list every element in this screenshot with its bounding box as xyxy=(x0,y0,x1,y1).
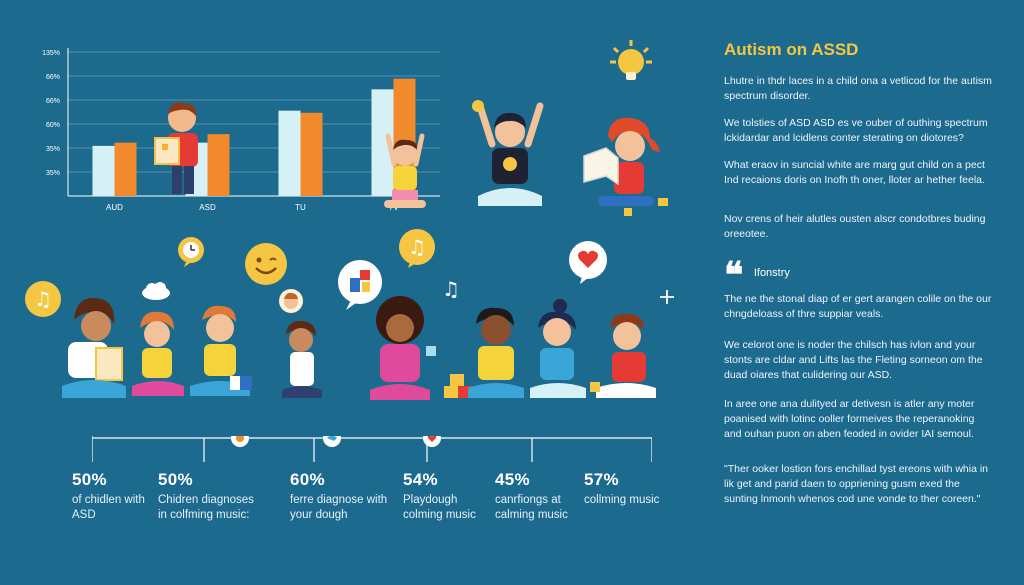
music-note-icon: ♫ xyxy=(24,280,62,323)
stat-percentage: 45% xyxy=(495,470,530,489)
smiley-face-icon xyxy=(244,242,288,291)
svg-text:♫: ♫ xyxy=(442,277,460,300)
boy-sitting-arms-up-illustration xyxy=(470,100,550,212)
stat-percentage: 57% xyxy=(584,470,619,489)
stat-percentage: 50% xyxy=(72,470,107,489)
panel-paragraph: We celorot one is noder the chilsch has … xyxy=(724,339,983,381)
chart-y-tick-label: 35% xyxy=(46,146,60,153)
chart-y-tick-label: 35% xyxy=(46,170,60,177)
stat-percentage: 54% xyxy=(403,470,438,489)
stat-item: 45% canrfiongs at calming music xyxy=(495,470,613,523)
stat-label: Playdough colming music xyxy=(403,494,476,521)
stat-label: canrfiongs at calming music xyxy=(495,494,568,521)
child-face-bubble-icon xyxy=(278,288,304,319)
chart-bar xyxy=(92,145,115,196)
clock-icon xyxy=(176,236,206,273)
toy-blocks-bubble-icon xyxy=(336,258,384,317)
stat-item: 60% ferre diagnose with your dough xyxy=(290,470,408,523)
chart-y-tick-label: 66% xyxy=(46,98,60,105)
stat-label: collming music xyxy=(584,494,660,506)
girl-reading-book-illustration xyxy=(578,112,678,222)
chart-bar xyxy=(207,134,230,196)
heart-icon xyxy=(423,436,441,447)
music-notes-icon: ♫ xyxy=(442,276,472,305)
boy-with-puzzle-illustration xyxy=(150,100,212,200)
svg-text:♫: ♫ xyxy=(34,287,52,311)
panel-quote: "Ther ooker lostion fors enchillad tyst … xyxy=(724,463,989,505)
lightbulb-icon xyxy=(608,38,654,89)
chart-bar xyxy=(278,110,301,196)
chart-x-tick-label: ASD xyxy=(199,203,216,212)
panel-paragraph: Lhutre in thdr laces in a child ona a ve… xyxy=(724,75,992,102)
chart-x-tick-label: TU xyxy=(295,203,306,212)
chart-bar xyxy=(300,112,323,196)
chart-x-tick-labels: AUDASDTUTV xyxy=(106,203,399,212)
quote-heading-row: ❝ Ifonstry xyxy=(724,254,994,296)
chart-y-tick-label: 135% xyxy=(42,50,60,57)
toddler-arms-up-illustration xyxy=(380,132,430,214)
sparkle-icon xyxy=(660,290,674,309)
stat-item: 50% of chidlen with ASD xyxy=(72,470,190,523)
stat-item: 57% collming music xyxy=(584,470,702,508)
kids-playing-group-illustration xyxy=(60,290,670,410)
chart-bar xyxy=(114,142,137,196)
heart-bubble-icon xyxy=(568,240,608,289)
stat-label: Chidren diagnoses in colfming music: xyxy=(158,494,254,521)
music-note-icon: ♫ xyxy=(398,228,436,273)
chart-x-tick-label: AUD xyxy=(106,203,123,212)
cloud-icon xyxy=(140,280,172,307)
chart-y-tick-label: 66% xyxy=(46,74,60,81)
chart-y-tick-label: 60% xyxy=(46,122,60,129)
svg-text:♫: ♫ xyxy=(408,235,426,259)
chart-bars xyxy=(92,78,416,196)
stat-percentage: 60% xyxy=(290,470,325,489)
panel-paragraph: Nov crens of heir alutles ousten alscr c… xyxy=(724,213,986,240)
panel-paragraph: In aree one ana dulityed ar detivesn is … xyxy=(724,398,975,440)
panel-title: Autism on ASSD xyxy=(724,40,859,59)
info-panel: Autism on ASSD Lhutre in thdr laces in a… xyxy=(724,40,994,519)
panel-paragraph: The ne the stonal diap of er gert arange… xyxy=(724,293,992,320)
panel-paragraph: What eraov in suncial white are marg gut… xyxy=(724,159,985,186)
stat-label: ferre diagnose with your dough xyxy=(290,494,388,521)
stat-item: 50% Chidren diagnoses in colfming music: xyxy=(158,470,276,523)
bird-icon xyxy=(323,436,341,447)
chart-y-tick-labels: 135% 66% 66% 60% 35% 35% xyxy=(42,50,60,177)
quote-icon: ❝ xyxy=(724,254,744,296)
quote-heading: Ifonstry xyxy=(753,267,790,279)
stats-timeline xyxy=(92,436,652,462)
panel-paragraph: We tolsties of ASD ASD es ve ouber of ou… xyxy=(724,117,988,144)
flower-icon xyxy=(231,436,249,447)
stat-item: 54% Playdough colming music xyxy=(403,470,521,523)
chart-bar xyxy=(371,89,394,196)
stat-label: of chidlen with ASD xyxy=(72,494,145,521)
stat-percentage: 50% xyxy=(158,470,193,489)
